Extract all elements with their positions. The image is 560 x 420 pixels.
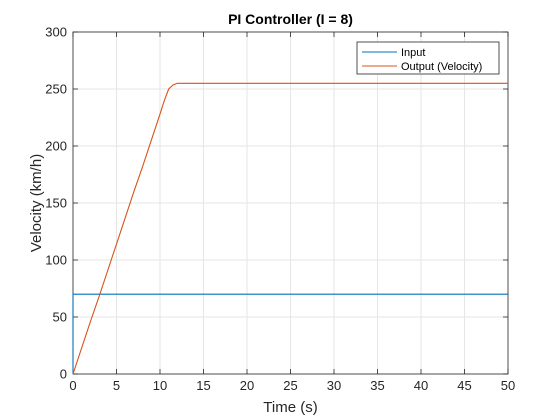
x-tick-label: 20: [240, 378, 254, 393]
x-tick-label: 50: [501, 378, 515, 393]
y-tick-label: 300: [45, 25, 67, 40]
chart-title: PI Controller (I = 8): [228, 11, 353, 27]
x-tick-label: 30: [327, 378, 341, 393]
x-axis-label: Time (s): [263, 399, 317, 416]
legend-label: Output (Velocity): [401, 61, 482, 73]
y-tick-label: 50: [53, 310, 67, 325]
x-tick-label: 40: [414, 378, 428, 393]
y-tick-label: 250: [45, 82, 67, 97]
y-axis-label: Velocity (km/h): [28, 154, 45, 252]
x-tick-label: 45: [457, 378, 471, 393]
x-tick-label: 25: [283, 378, 297, 393]
x-tick-label: 10: [153, 378, 167, 393]
x-tick-label: 0: [69, 378, 76, 393]
y-tick-label: 200: [45, 139, 67, 154]
legend-label: Input: [401, 47, 425, 59]
y-tick-label: 0: [60, 367, 67, 382]
x-tick-label: 35: [370, 378, 384, 393]
axis-ticks: 0 5 10 15 20 25 30 35 40 45 50 0 50 100 150 200 250 300: [45, 25, 515, 394]
x-tick-label: 15: [196, 378, 210, 393]
legend: Input Output (Velocity): [357, 42, 499, 74]
y-tick-label: 150: [45, 196, 67, 211]
x-tick-label: 5: [113, 378, 120, 393]
y-tick-label: 100: [45, 253, 67, 268]
